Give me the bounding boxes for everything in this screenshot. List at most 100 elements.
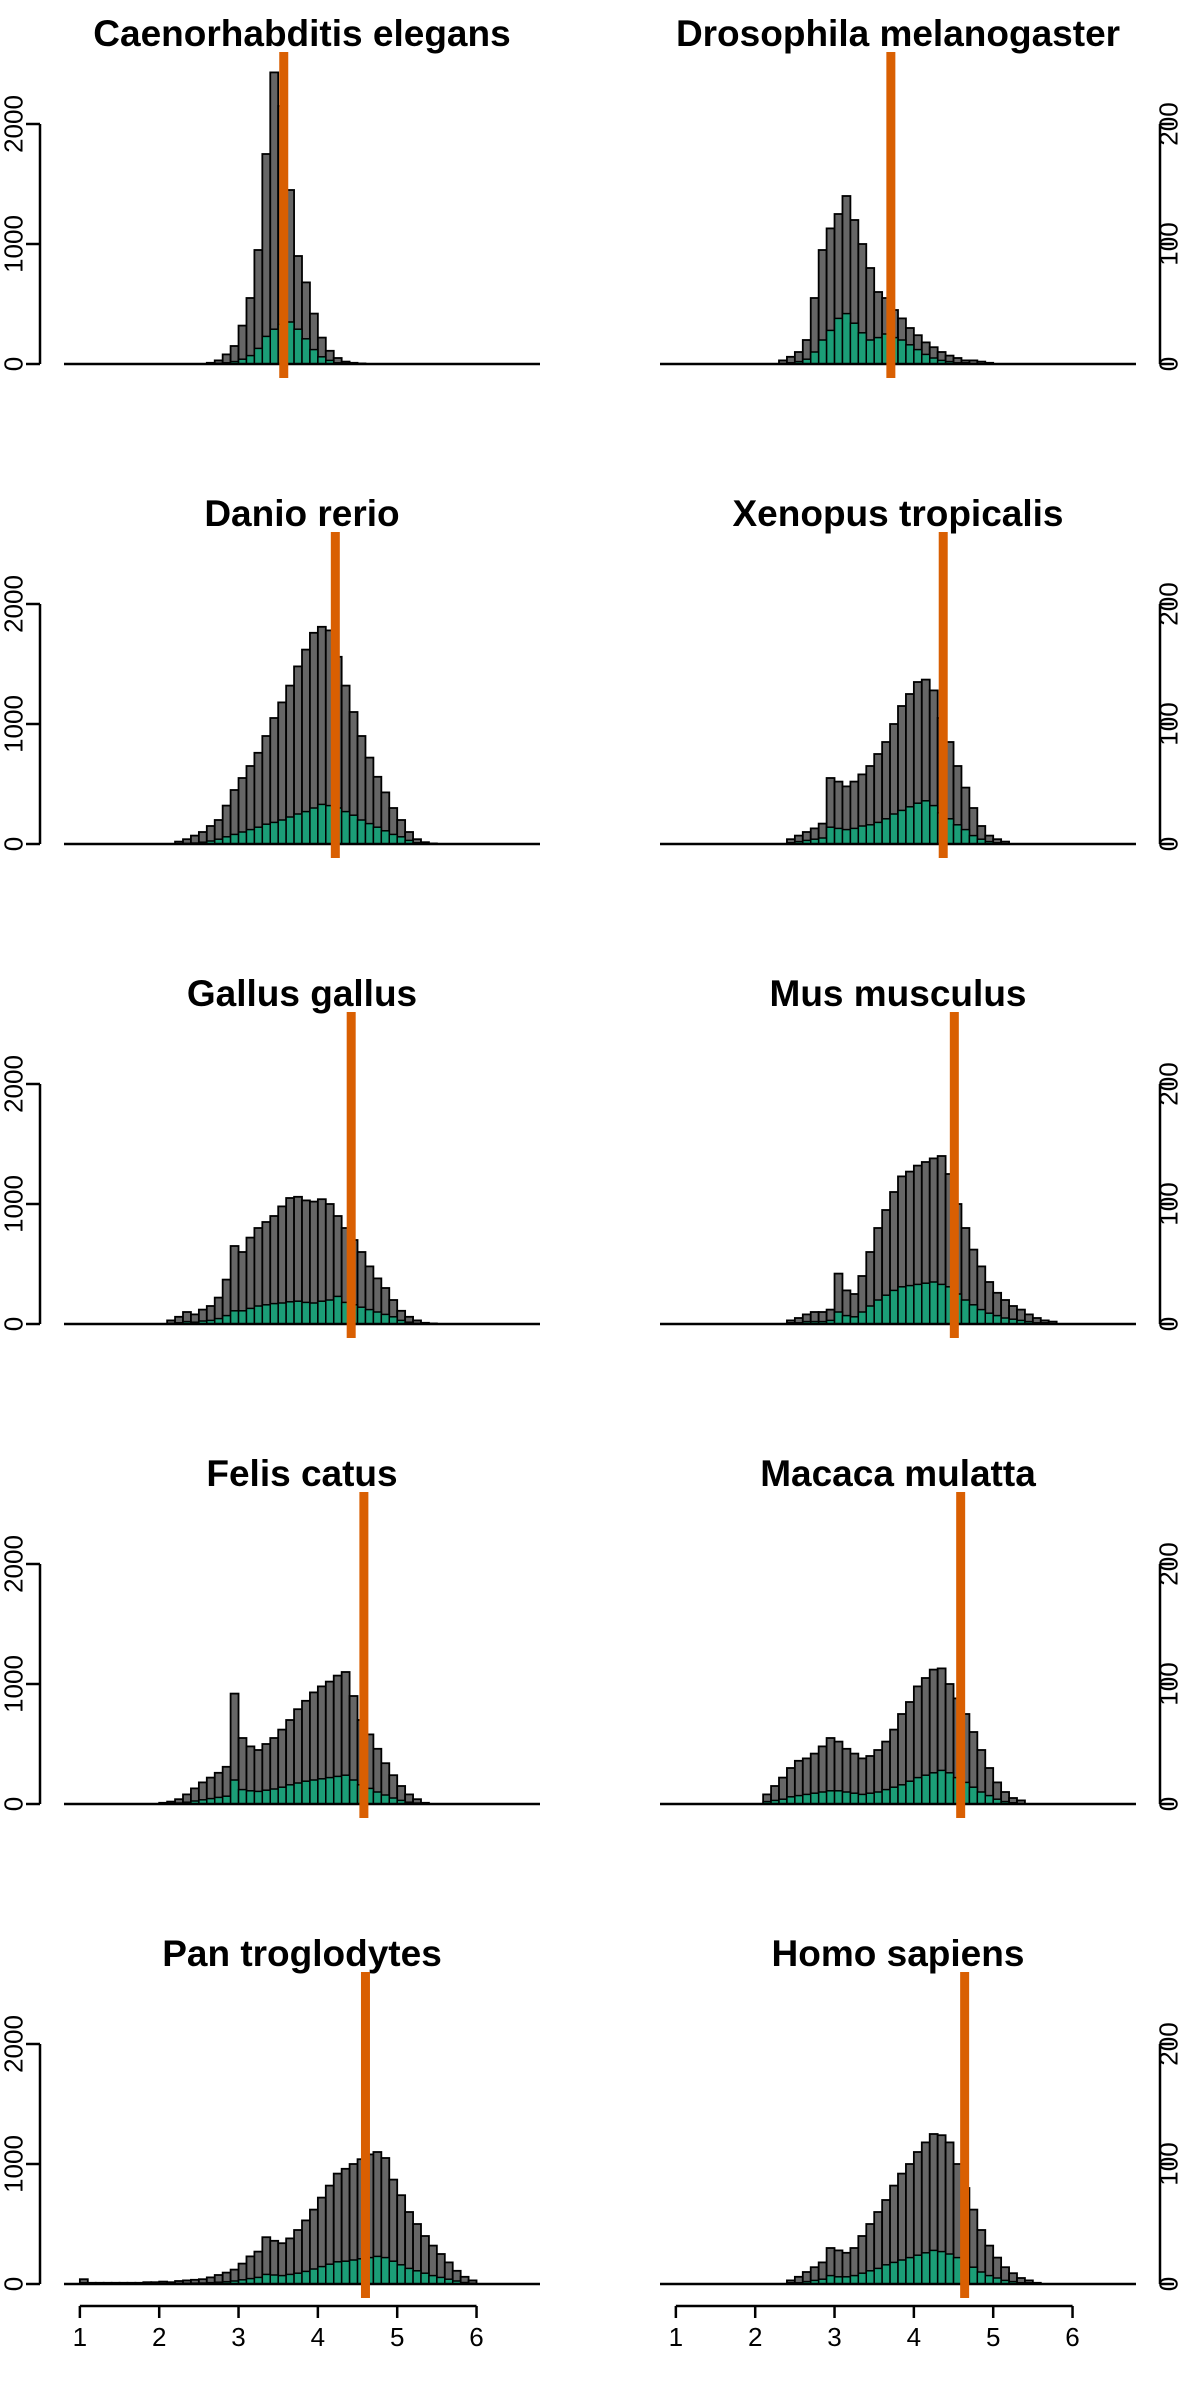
bar-subset <box>825 1790 836 1805</box>
bar-subset <box>380 830 391 845</box>
bar-subset <box>293 813 303 845</box>
bar-subset <box>245 1790 256 1805</box>
bar-subset <box>928 1772 939 1805</box>
bar-subset <box>309 1302 319 1325</box>
y-tick-label: 100 <box>1154 1662 1184 1705</box>
bar-subset <box>340 810 351 845</box>
bar-subset <box>794 1794 804 1805</box>
y-tick-label: 100 <box>1154 1182 1184 1225</box>
bar-subset <box>936 2250 947 2285</box>
bar-subset <box>889 1786 899 1805</box>
bar-subset <box>960 828 971 845</box>
bar-subset <box>928 1281 939 1325</box>
bar-subset <box>865 824 875 845</box>
bar-subset <box>356 819 367 845</box>
bar-subset <box>928 2249 939 2285</box>
bar-subset <box>841 312 852 365</box>
y-tick-label: 200 <box>1154 582 1184 625</box>
bar-subset <box>301 810 311 845</box>
x-tick-label: 5 <box>390 2322 404 2352</box>
bar-subset <box>317 1778 327 1805</box>
bar-subset <box>913 1283 923 1325</box>
bar-subset <box>873 2267 883 2285</box>
panel-title: Homo sapiens <box>772 1933 1025 1974</box>
bar-subset <box>332 1295 343 1325</box>
bar-subset <box>873 336 883 365</box>
bar-subset <box>340 2260 351 2285</box>
y-tick-label: 0 <box>1154 1797 1184 1811</box>
bar-subset <box>229 833 240 845</box>
bar-subset <box>992 1314 1002 1325</box>
bar-subset <box>269 328 279 365</box>
bar-subset <box>317 1300 327 1325</box>
bar-subset <box>277 2274 287 2285</box>
y-tick-label: 200 <box>1154 1542 1184 1585</box>
bar-subset <box>913 2254 923 2285</box>
bar-subset <box>293 2272 303 2285</box>
bar-subset <box>245 828 256 845</box>
x-tick-label: 5 <box>986 2322 1000 2352</box>
bar-subset <box>936 1769 947 1805</box>
y-tick-label: 100 <box>1154 702 1184 745</box>
bar-subset <box>285 816 295 845</box>
bar-subset <box>905 806 915 845</box>
bar-subset <box>221 1314 232 1325</box>
bar-subset <box>237 831 248 845</box>
bar-subset <box>325 1299 335 1325</box>
bar-subset <box>889 2261 899 2285</box>
bar-subset <box>849 2274 860 2285</box>
y-tick-label: 0 <box>1154 1317 1184 1331</box>
bar-subset <box>968 1786 979 1805</box>
x-tick-label: 1 <box>73 2322 87 2352</box>
y-tick-label: 0 <box>0 1797 29 1811</box>
bar-subset <box>889 1289 899 1325</box>
bar-subset <box>269 1788 279 1805</box>
bar-subset <box>857 825 868 845</box>
bar-subset <box>309 2268 319 2285</box>
y-tick-label: 200 <box>1154 2022 1184 2065</box>
bar-total <box>245 297 256 365</box>
bar-subset <box>412 2270 422 2285</box>
bar-subset <box>261 335 272 365</box>
panel-title: Macaca mulatta <box>760 1453 1036 1494</box>
y-tick-label: 1000 <box>0 1175 29 1233</box>
bar-subset <box>364 822 375 845</box>
y-tick-label: 0 <box>1154 357 1184 371</box>
bar-subset <box>913 802 923 845</box>
bar-subset <box>825 329 836 365</box>
bar-subset <box>873 1791 883 1805</box>
bar-subset <box>325 2263 335 2285</box>
bar-subset <box>865 339 875 365</box>
bar-total <box>269 71 280 365</box>
bar-subset <box>340 1774 351 1805</box>
bar-subset <box>825 826 836 845</box>
bar-subset <box>968 1304 979 1325</box>
bar-subset <box>356 1306 367 1325</box>
bar-subset <box>897 809 907 845</box>
bar-subset <box>833 317 844 365</box>
bar-subset <box>245 1307 256 1325</box>
y-tick-label: 100 <box>1154 2142 1184 2185</box>
x-tick-label: 2 <box>748 2322 762 2352</box>
bar-subset <box>301 1301 311 1325</box>
bar-subset <box>388 833 398 845</box>
y-tick-label: 2000 <box>0 575 29 633</box>
bar-subset <box>317 2265 327 2285</box>
bar-subset <box>921 1282 931 1325</box>
bar-subset <box>277 1302 287 1325</box>
bar-subset <box>976 2271 987 2285</box>
bar-subset <box>968 834 979 845</box>
bar-subset <box>944 2253 955 2285</box>
bar-subset <box>897 1286 907 1325</box>
x-tick-label: 3 <box>827 2322 841 2352</box>
bar-subset <box>229 1310 240 1325</box>
bar-subset <box>984 1312 994 1325</box>
bar-subset <box>976 1791 987 1805</box>
y-tick-label: 0 <box>1154 837 1184 851</box>
panel-title: Caenorhabditis elegans <box>93 13 510 54</box>
bar-subset <box>420 2272 430 2285</box>
bar-subset <box>833 827 844 845</box>
bar-subset <box>865 2270 875 2285</box>
bar-subset <box>285 1301 295 1325</box>
